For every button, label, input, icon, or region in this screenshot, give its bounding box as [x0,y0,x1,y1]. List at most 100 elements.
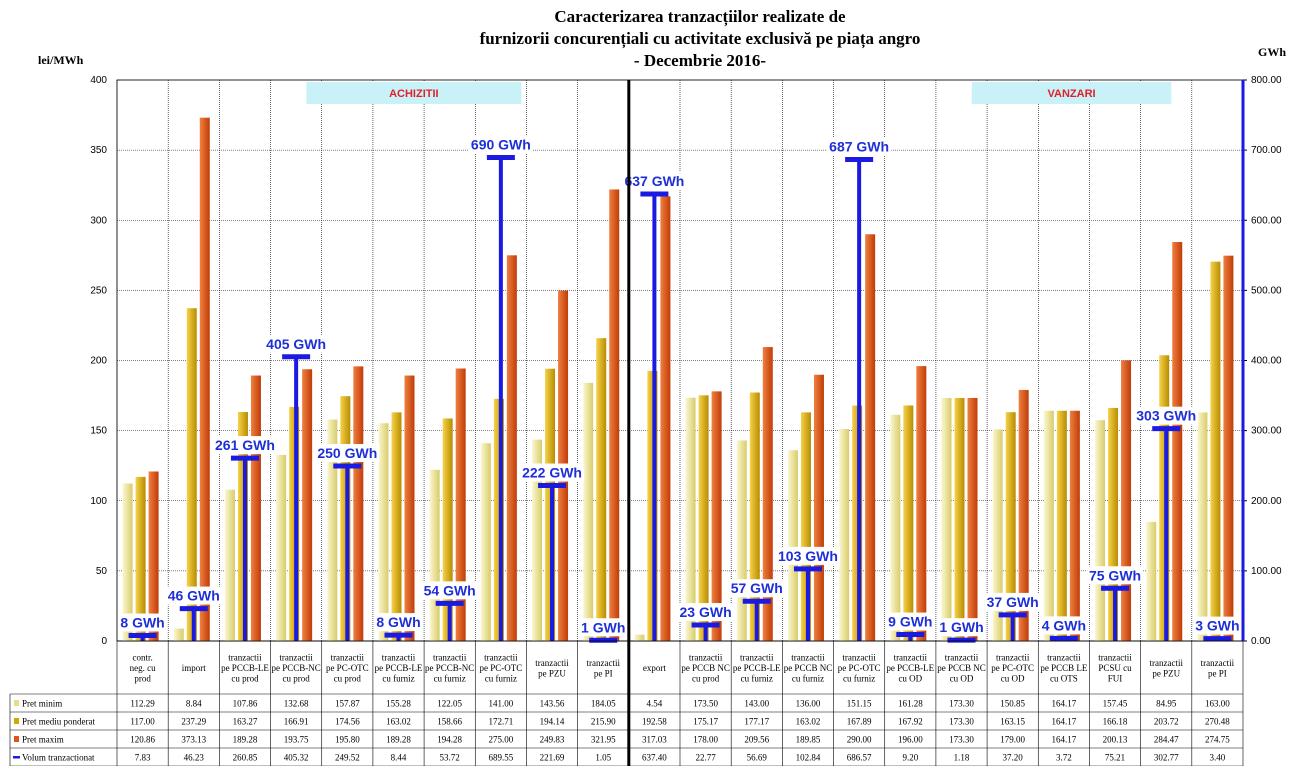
bar-pret-maxim [609,189,620,641]
volume-label-bg [1040,616,1088,635]
volume-label: 303 GWh [1136,408,1196,424]
table-cell: 189.28 [386,735,411,745]
table-cell: 163.02 [386,717,411,727]
bar-pret-mediu-ponderat [135,476,146,641]
bar-pret-minim [890,414,901,641]
table-cell: 151.15 [847,699,872,709]
table-cell: 189.85 [796,735,821,745]
table-cell: 686.57 [847,753,872,763]
table-cell: 164.17 [1051,699,1076,709]
table-cell: 164.17 [1051,735,1076,745]
bar-pret-minim [736,440,747,641]
bar-pret-maxim [865,234,876,641]
section-box-vanzari [971,82,1172,104]
volume-label-bg [315,444,380,463]
table-cell: 173.30 [949,735,974,745]
bar-pret-mediu-ponderat [903,405,914,641]
volume-label: 8 GWh [376,614,420,630]
table-cell: 302.77 [1154,753,1179,763]
y-right-tick-label: 100.00 [1251,566,1282,577]
volume-label: 103 GWh [778,548,838,564]
table-cell: 22.77 [695,753,716,763]
table-cell: 166.91 [284,717,309,727]
volume-label: 222 GWh [522,465,582,481]
y-right-tick-label: 0.00 [1251,636,1271,647]
table-cell: 163.02 [796,717,821,727]
table-cell: 221.69 [540,753,565,763]
volume-label: 690 GWh [471,136,531,152]
category-label: tranzactii pe PCCB NC cu OD [937,653,986,684]
y-right-tick-label: 200.00 [1251,496,1282,507]
table-cell: 249.52 [335,753,360,763]
legend-swatch [14,718,19,724]
table-cell: 37.20 [1003,753,1024,763]
category-label: export [643,663,666,673]
bar-pret-mediu-ponderat [186,308,197,641]
bar-pret-maxim [353,366,364,641]
table-cell: 166.18 [1103,717,1128,727]
y-right-tick-label: 700.00 [1251,145,1282,156]
volume-label-bg [886,612,934,631]
volume-label: 9 GWh [888,614,932,630]
bar-pret-minim [1146,521,1157,641]
category-label: tranzactii pe PCCB-NC cu prod [272,653,321,684]
table-cell: 689.55 [488,753,513,763]
bar-pret-mediu-ponderat [954,397,965,641]
table-cell: 274.75 [1205,735,1230,745]
bar-pret-minim [583,382,594,641]
bar-pret-minim [224,489,235,641]
table-cell: 284.47 [1154,735,1179,745]
volume-label-bg [421,581,478,600]
table-cell: 161.28 [898,699,923,709]
bar-pret-mediu-ponderat [1005,412,1016,641]
volume-label: 3 GWh [1195,618,1239,634]
table-cell: 260.85 [233,753,258,763]
volume-label-bg [519,463,585,482]
volume-label: 1 GWh [581,619,625,635]
volume-label: 57 GWh [731,580,783,596]
bar-pret-minim [685,397,696,641]
bar-pret-maxim [302,369,313,641]
volume-label-bg [165,586,222,605]
table-cell: 53.72 [440,753,460,763]
bar-pret-maxim [1172,242,1183,641]
bar-pret-mediu-ponderat [1056,410,1067,641]
table-cell: 112.29 [130,699,155,709]
table-cell: 117.00 [130,717,155,727]
table-cell: 164.17 [1051,717,1076,727]
category-label: tranzactii pe PC-OTC cu furniz [838,653,881,684]
table-cell: 177.17 [744,717,769,727]
table-cell: 4.54 [647,699,663,709]
bar-pret-maxim [506,255,517,641]
bar-pret-minim [787,450,798,641]
table-cell: 163.15 [1000,717,1025,727]
table-cell: 163.00 [1205,699,1230,709]
category-label: tranzactii PCSU cu FUI [1098,653,1132,684]
category-label: tranzactii pe PZU [1149,658,1183,679]
table-cell: 157.87 [335,699,360,709]
table-cell: 141.00 [488,699,513,709]
volume-label-bg [264,334,329,353]
table-cell: 3.72 [1056,753,1072,763]
volume-label: 405 GWh [266,336,326,352]
y-right-tick-label: 400.00 [1251,356,1282,367]
bar-pret-maxim [1018,389,1029,641]
y-left-tick-label: 350 [90,145,107,156]
y-left-tick-label: 200 [90,356,107,367]
table-cell: 155.28 [386,699,411,709]
table-cell: 84.95 [1156,699,1177,709]
table-cell: 196.00 [898,735,923,745]
table-cell: 173.50 [693,699,718,709]
y-left-tick-label: 50 [96,566,108,577]
table-cell: 102.84 [796,753,821,763]
bar-pret-maxim [250,375,261,641]
bar-pret-minim [1095,420,1106,641]
bar-pret-maxim [967,397,978,641]
volume-label: 250 GWh [317,445,377,461]
volume-label-bg [938,618,985,637]
table-cell: 249.83 [540,735,565,745]
y-right-tick-label: 500.00 [1251,285,1282,296]
table-cell: 173.30 [949,717,974,727]
table-cell: 290.00 [847,735,872,745]
bar-pret-maxim [199,117,210,641]
